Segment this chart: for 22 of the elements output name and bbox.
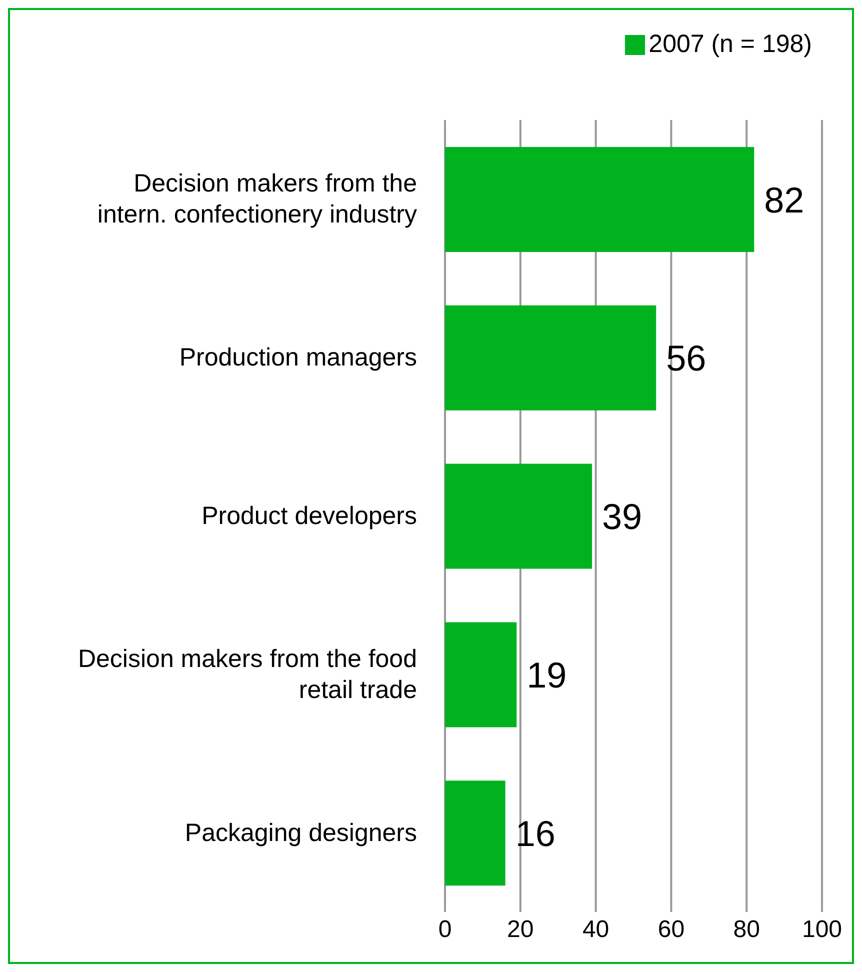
bar [445, 305, 656, 410]
y-tick-label: Product developers [202, 502, 417, 530]
bar [445, 147, 754, 252]
x-tick-label: 40 [582, 916, 610, 944]
data-label: 39 [602, 496, 642, 538]
bar [445, 622, 517, 728]
x-tick-label: 100 [802, 916, 842, 944]
x-tick-label: 0 [438, 916, 452, 944]
y-tick-label: Production managers [179, 344, 417, 372]
data-label: 82 [764, 179, 804, 220]
bar [445, 780, 506, 886]
y-tick-label: Packaging designers [184, 818, 417, 847]
y-tick-label: Decision makers from the food retail trade [78, 644, 417, 704]
bar [445, 464, 592, 569]
x-tick-label: 20 [507, 916, 534, 944]
data-label: 16 [515, 812, 556, 854]
y-tick-label: Decision makers from the intern. confectionery industry [97, 170, 418, 229]
x-tick-label: 60 [658, 916, 685, 944]
data-label: 56 [666, 338, 706, 379]
x-tick-label: 80 [733, 916, 760, 944]
legend-label: 2007 (n = 198) [648, 30, 812, 58]
data-label: 19 [526, 654, 567, 696]
